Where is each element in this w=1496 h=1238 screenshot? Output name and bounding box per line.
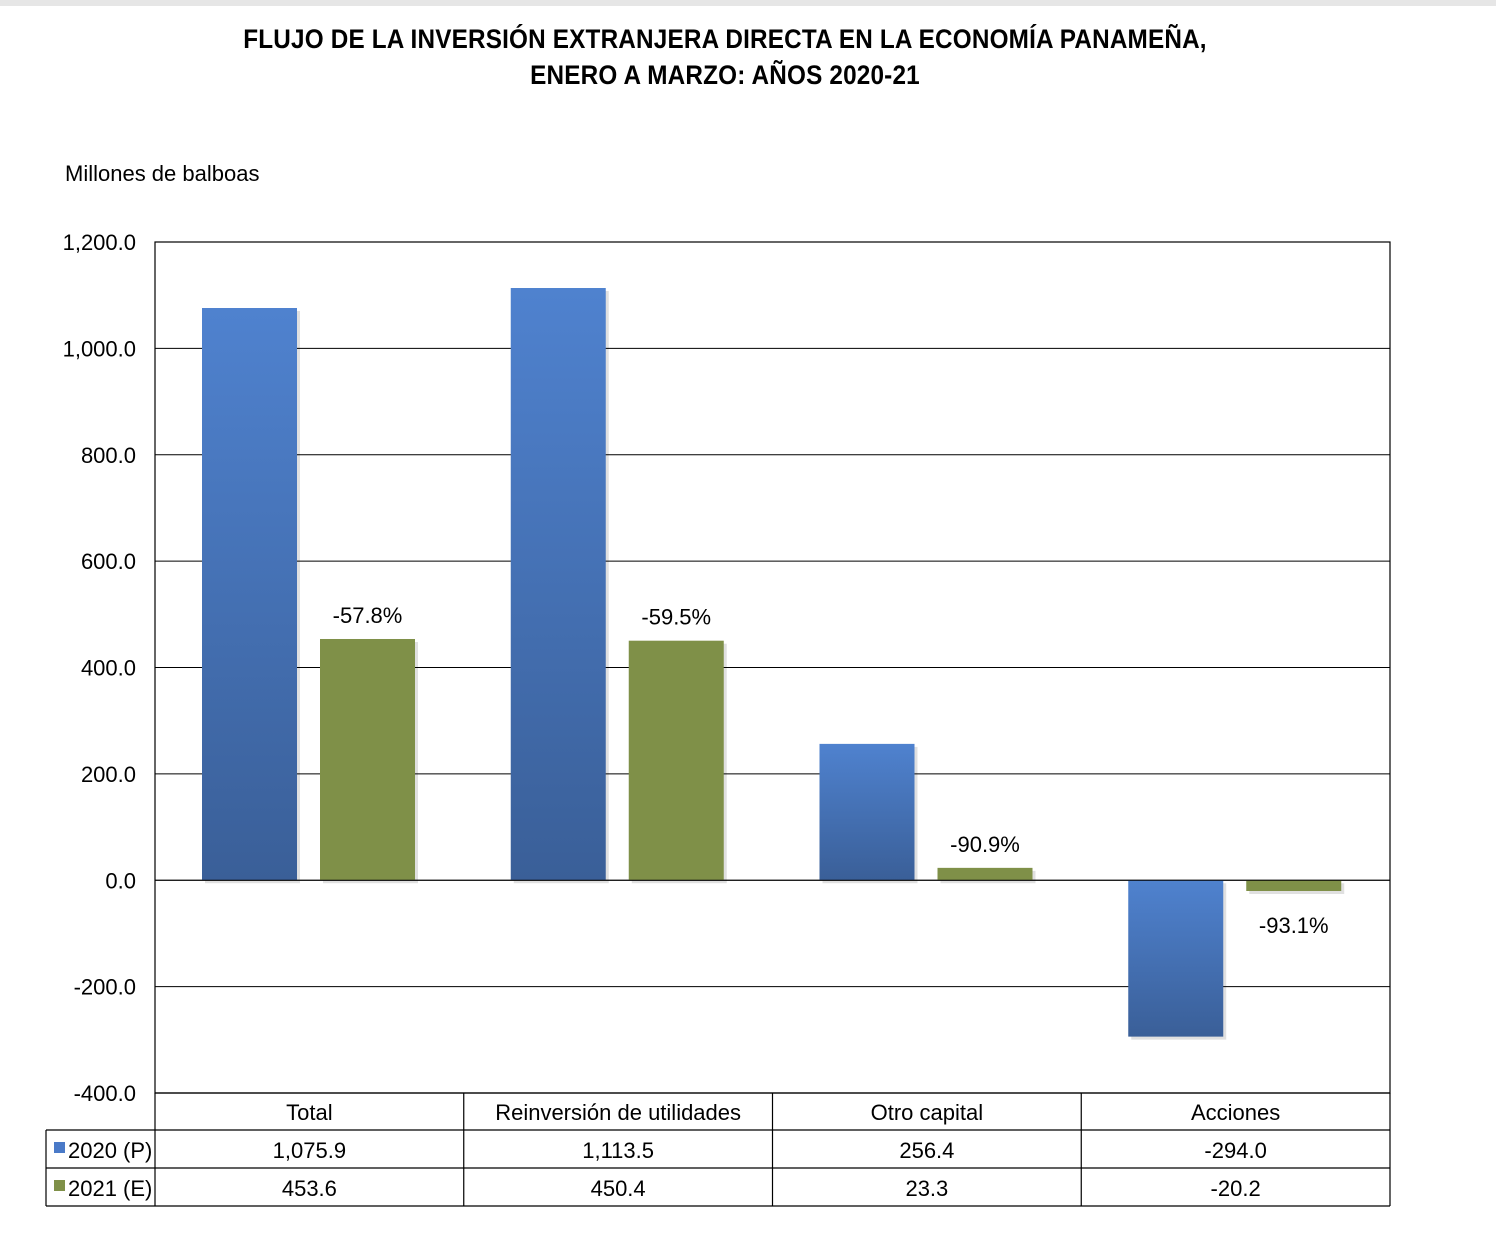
y-tick-label: 400.0 [81,656,136,681]
y-tick-label: 200.0 [81,762,136,787]
chart-title-line-1: FLUJO DE LA INVERSIÓN EXTRANJERA DIRECTA… [243,24,1207,54]
percent-change-label: -90.9% [950,832,1020,857]
bar-2020 [819,743,915,881]
table-value: -20.2 [1211,1176,1261,1201]
x-category-label: Acciones [1191,1100,1280,1125]
bar-2020 [202,308,297,881]
y-tick-label: 1,000.0 [63,336,136,361]
bar-2021 [628,640,724,881]
y-tick-label: -400.0 [74,1081,136,1106]
bar-2020 [510,288,606,881]
table-value: 256.4 [899,1138,954,1163]
x-category-label: Total [286,1100,332,1125]
percent-change-label: -59.5% [641,605,711,630]
y-tick-label: 800.0 [81,443,136,468]
bar-2020 [1128,880,1224,1037]
y-axis-label: Millones de balboas [65,161,260,186]
y-tick-label: 0.0 [105,868,136,893]
legend-label: 2021 (E) [68,1176,152,1201]
table-value: 1,075.9 [273,1138,346,1163]
x-category-label: Reinversión de utilidades [495,1100,741,1125]
percent-change-label: -57.8% [333,603,403,628]
table-value: 23.3 [905,1176,948,1201]
table-value: 450.4 [591,1176,646,1201]
y-tick-label: -200.0 [74,975,136,1000]
table-value: -294.0 [1204,1138,1266,1163]
bar-2021 [320,638,415,881]
top-border [0,0,1496,6]
legend-label: 2020 (P) [68,1138,152,1163]
y-tick-label: 1,200.0 [63,230,136,255]
bars [155,288,1390,1040]
table-value: 1,113.5 [582,1138,654,1163]
bar-2021 [1246,880,1342,891]
bar-2021 [937,867,1033,881]
legend-swatch-2020 [54,1142,65,1153]
x-category-label: Otro capital [871,1100,984,1125]
annotations: -57.8% -59.5% -90.9% -93.1% [333,603,1329,938]
y-tick-label: 600.0 [81,549,136,574]
chart-title-line-2: ENERO A MARZO: AÑOS 2020-21 [530,60,920,90]
y-tick-labels: 1,200.0 1,000.0 800.0 600.0 400.0 200.0 0.0 -20… [63,230,136,1106]
data-table: Total Reinversión de utilidades Otro capit… [45,1092,1391,1207]
percent-change-label: -93.1% [1259,913,1329,938]
legend-swatch-2021 [54,1180,65,1191]
table-value: 453.6 [282,1176,337,1201]
